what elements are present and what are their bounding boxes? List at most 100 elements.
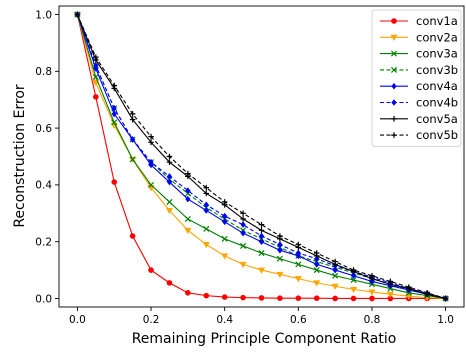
data-point-conv5b-11 — [277, 233, 283, 239]
data-point-conv5b-0 — [74, 11, 81, 18]
data-point-conv3a-11 — [276, 255, 283, 262]
data-point-conv5b-9 — [240, 210, 246, 217]
data-point-conv4a-7 — [203, 207, 209, 214]
x-axis-label: Remaining Principle Component Ratio — [132, 331, 397, 347]
y-tick-label: 0.6 — [35, 123, 52, 135]
legend-swatch-marker — [390, 34, 398, 41]
data-point-conv4b-12 — [295, 249, 301, 257]
data-point-conv4b-4 — [148, 158, 154, 166]
legend-swatch-marker — [391, 99, 397, 106]
data-point-conv5b-2 — [111, 82, 118, 89]
data-point-conv2a-10 — [257, 267, 266, 274]
data-point-conv4a-8 — [222, 218, 228, 226]
data-point-conv5a-9 — [240, 216, 246, 222]
plot-frame — [58, 5, 465, 308]
data-point-conv3a-14 — [332, 272, 339, 279]
data-point-conv1a-7 — [203, 292, 210, 299]
data-point-conv3a-2 — [111, 119, 118, 126]
data-point-conv2a-9 — [239, 261, 247, 269]
data-point-conv4b-13 — [314, 255, 320, 263]
data-point-conv1a-16 — [369, 295, 375, 302]
data-point-conv4a-2 — [111, 110, 117, 118]
legend: conv1a conv2a conv3a conv3b conv4a conv4b conv… — [371, 9, 462, 147]
data-point-conv1a-8 — [221, 294, 228, 300]
data-point-conv4b-2 — [111, 104, 117, 112]
data-point-conv5b-18 — [405, 284, 412, 290]
data-point-conv5b-20 — [442, 295, 449, 302]
data-point-conv4a-5 — [166, 178, 173, 186]
legend-item-conv3a: conv3a — [380, 47, 458, 61]
data-point-conv5b-12 — [295, 241, 302, 248]
data-point-conv4a-16 — [369, 278, 375, 285]
data-point-conv4a-15 — [350, 272, 357, 280]
data-point-conv3a-3 — [129, 156, 136, 163]
x-tick-label: 0.8 — [364, 314, 381, 326]
data-point-conv2a-7 — [202, 242, 210, 249]
data-point-conv2a-13 — [313, 280, 321, 287]
legend-label: conv5a — [416, 112, 458, 126]
data-point-conv2a-15 — [350, 286, 358, 293]
data-point-conv2a-11 — [276, 271, 284, 278]
series-line-conv5b — [76, 14, 446, 300]
data-point-conv4a-6 — [185, 195, 191, 203]
x-tick-label: 0.6 — [290, 314, 307, 326]
data-point-conv5a-5 — [166, 159, 173, 165]
x-tick-label: 1.0 — [437, 314, 454, 326]
data-point-conv5a-3 — [129, 116, 136, 123]
legend-swatch-marker — [391, 116, 397, 122]
series-conv5b — [74, 11, 449, 302]
data-point-conv3a-7 — [203, 225, 210, 232]
data-point-conv3a-1 — [92, 73, 99, 81]
data-point-conv1a-10 — [258, 295, 265, 301]
data-point-conv3a-9 — [240, 242, 247, 249]
x-tick-label: 0.2 — [143, 314, 160, 326]
data-point-conv2a-14 — [331, 283, 339, 290]
data-point-conv5b-10 — [258, 221, 265, 228]
data-point-conv1a-11 — [277, 295, 283, 301]
data-point-conv2a-12 — [294, 276, 302, 283]
data-point-conv1a-5 — [166, 280, 173, 286]
data-point-conv4b-8 — [222, 212, 228, 220]
data-point-conv5b-8 — [221, 199, 228, 205]
x-tick-label: 0.4 — [216, 314, 233, 326]
data-point-conv1a-12 — [295, 295, 302, 301]
data-point-conv1a-15 — [350, 295, 357, 302]
data-point-conv4a-14 — [332, 266, 338, 274]
data-point-conv3a-12 — [295, 261, 302, 268]
legend-label: conv3b — [416, 63, 458, 77]
axes: 0.0 0.2 0.4 0.6 0.8 1.0 0.0 0.2 0.4 0.6 0.8 1.0 — [35, 5, 465, 326]
data-point-conv4a-9 — [240, 229, 246, 237]
y-tick-label: 1.0 — [35, 9, 52, 21]
data-point-conv1a-9 — [240, 294, 246, 301]
data-point-conv4b-1 — [93, 62, 99, 69]
data-point-conv4b-5 — [166, 173, 173, 180]
data-point-conv2a-17 — [386, 291, 394, 298]
data-point-conv5b-6 — [185, 170, 191, 177]
legend-item-conv4b: conv4b — [380, 96, 458, 110]
data-point-conv4a-13 — [314, 261, 320, 268]
data-point-conv5b-3 — [129, 111, 136, 117]
y-tick-label: 0.2 — [35, 236, 52, 248]
legend-label: conv5b — [416, 128, 458, 142]
data-point-conv1a-13 — [313, 295, 320, 301]
legend-label: conv1a — [416, 14, 458, 28]
data-point-conv5b-17 — [387, 278, 394, 285]
data-point-conv4b-11 — [277, 241, 283, 248]
data-point-conv5b-15 — [350, 267, 357, 273]
data-point-conv3a-13 — [313, 267, 320, 274]
data-point-conv5b-1 — [93, 54, 99, 60]
data-point-conv3a-5 — [166, 198, 173, 205]
data-point-conv2a-18 — [405, 293, 413, 300]
y-tick-label: 0.8 — [35, 66, 52, 78]
x-tick-label: 0.0 — [69, 314, 86, 326]
legend-box — [371, 9, 462, 147]
data-point-conv2a-6 — [184, 227, 192, 234]
legend-item-conv1a: conv1a — [380, 14, 458, 28]
data-point-conv5b-7 — [203, 184, 210, 191]
data-point-conv3a-15 — [350, 276, 357, 284]
data-point-conv5b-14 — [332, 258, 338, 265]
data-point-conv1a-1 — [93, 94, 99, 100]
legend-swatch-marker — [391, 18, 397, 24]
legend-item-conv4a: conv4a — [380, 79, 458, 93]
y-axis-label: Reconstruction Error — [12, 84, 28, 228]
